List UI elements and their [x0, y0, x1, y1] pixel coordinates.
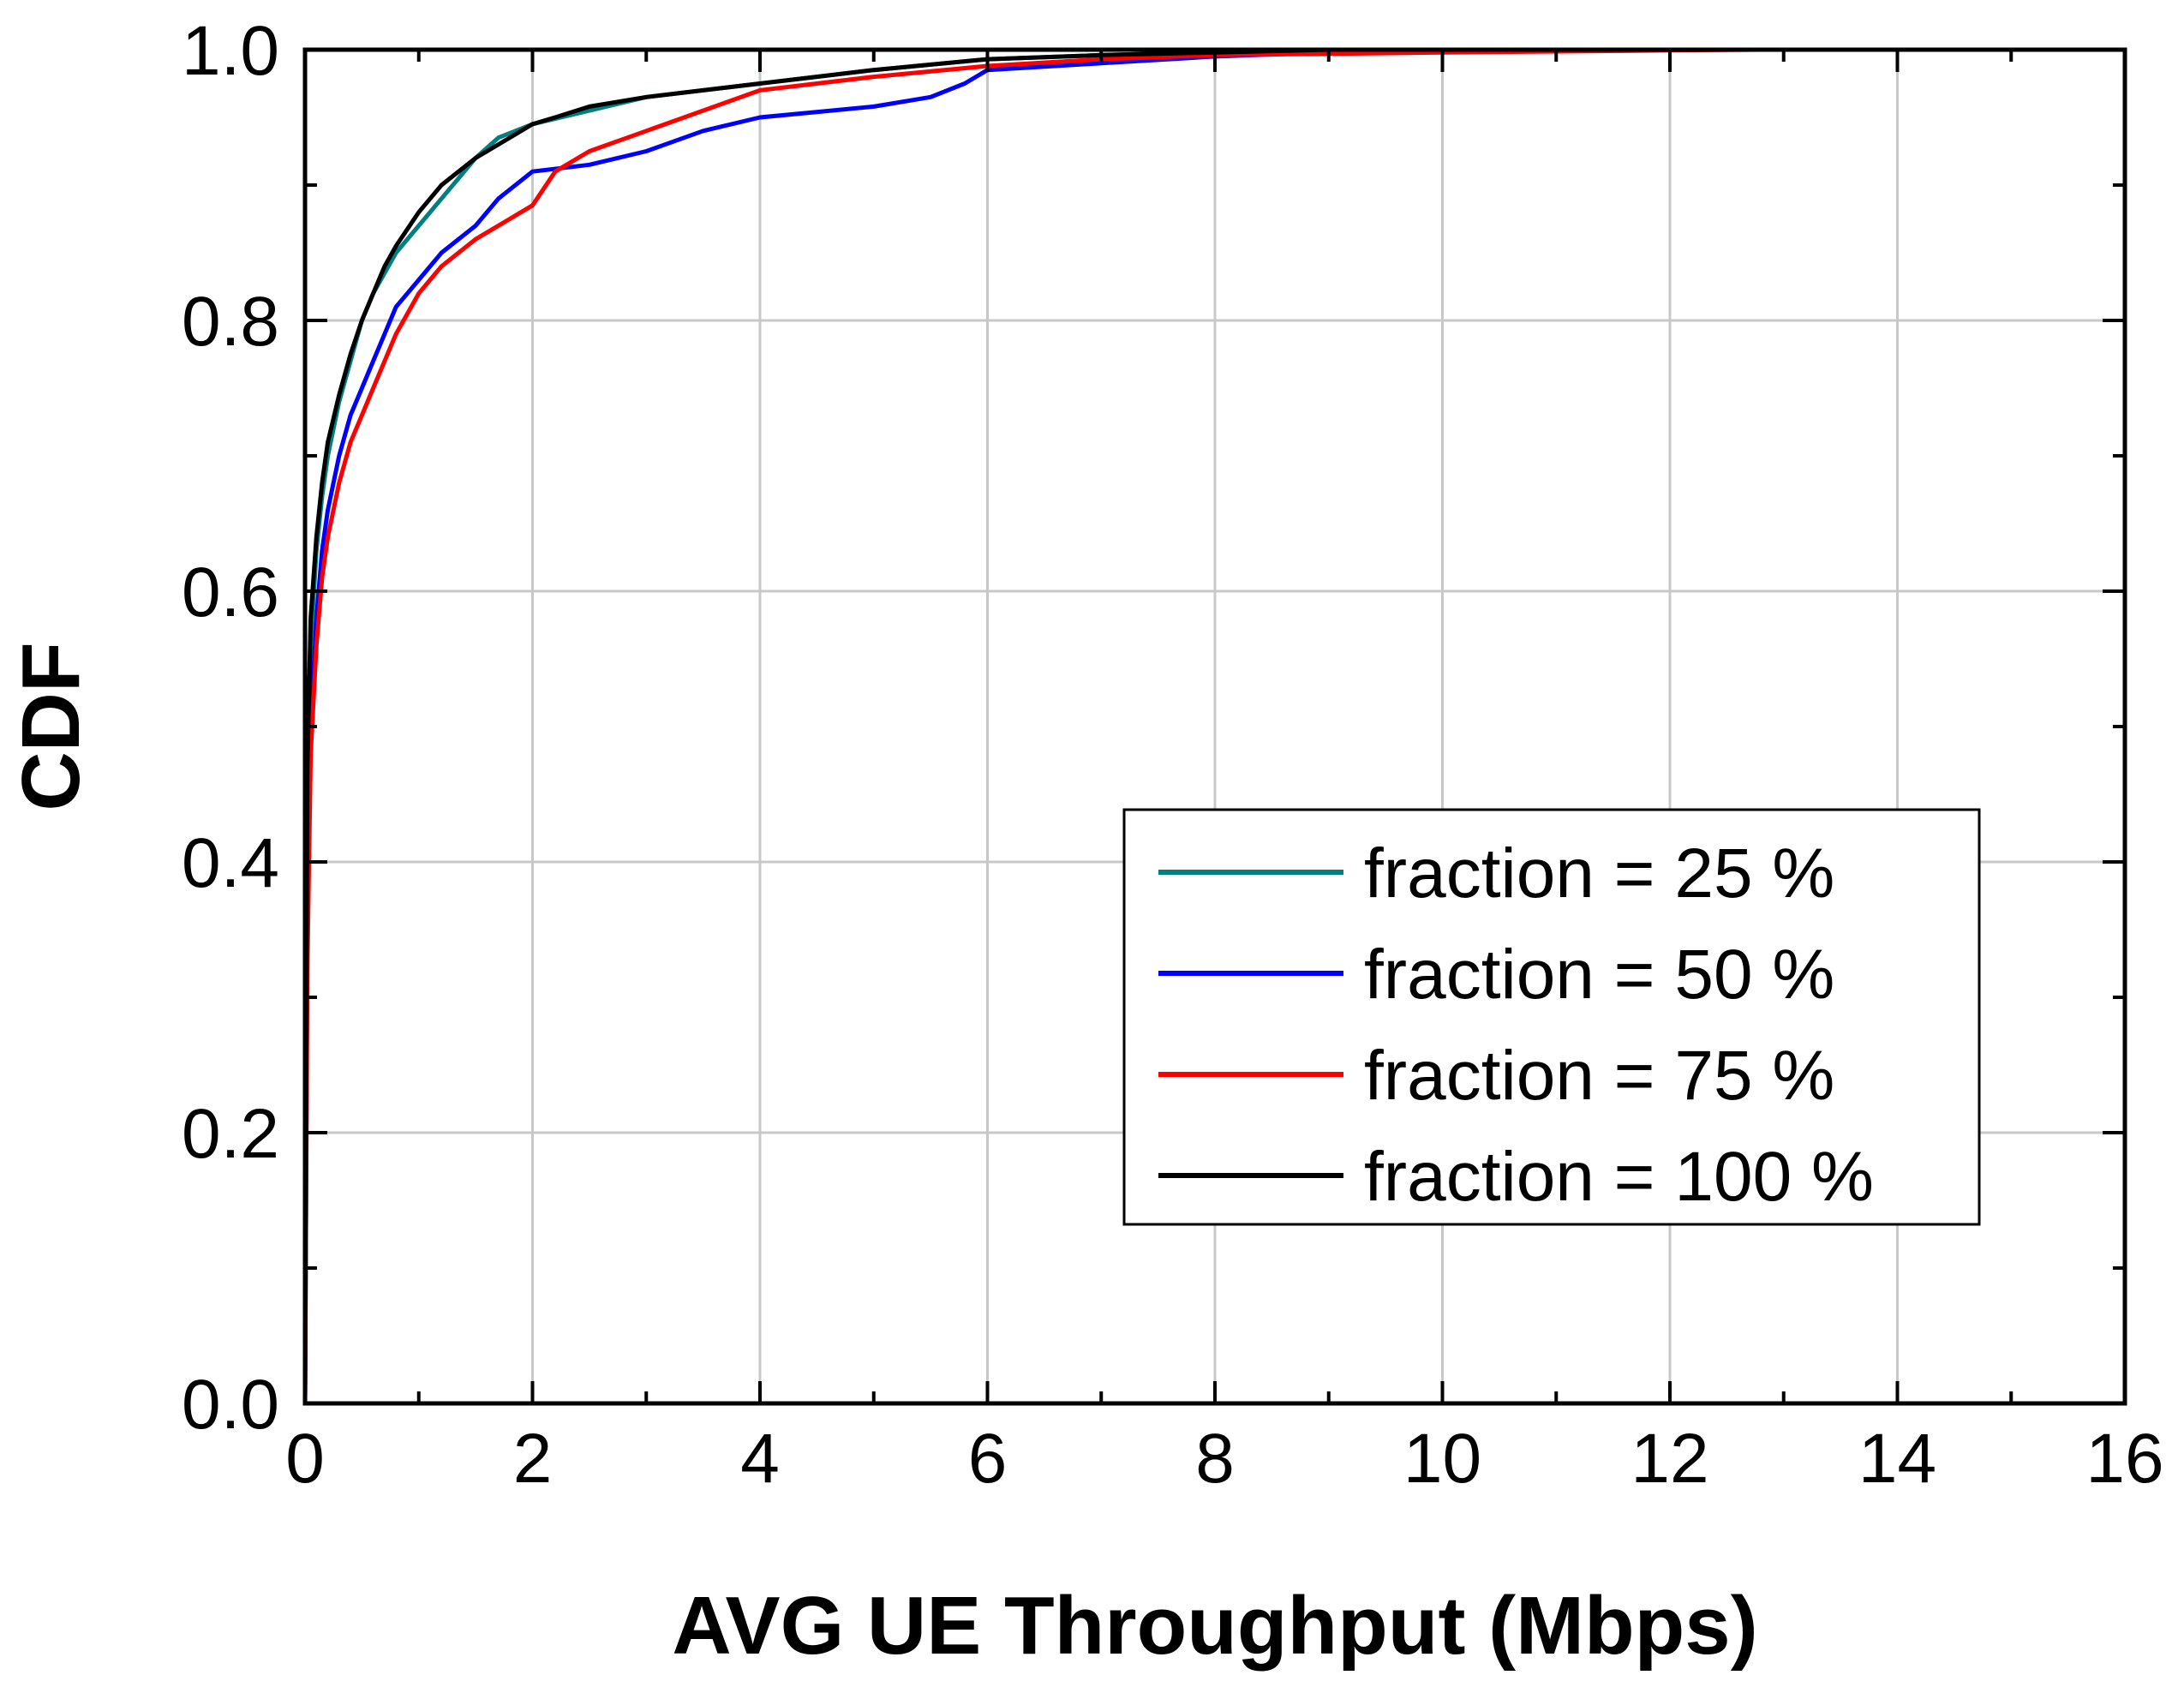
x-tick-label: 14	[1858, 1420, 1936, 1498]
legend-label-4: fraction = 100 %	[1364, 1138, 1874, 1216]
grid-lines	[305, 50, 2125, 1403]
legend-label-3: fraction = 75 %	[1364, 1037, 1834, 1115]
axis-ticks	[303, 48, 2127, 1405]
legend-label-1: fraction = 25 %	[1364, 835, 1834, 912]
y-tick-label: 0.8	[182, 283, 279, 361]
x-tick-label: 0	[285, 1420, 325, 1498]
x-tick-label: 2	[513, 1420, 553, 1498]
legend-entries: fraction = 25 % fraction = 50 % fraction =…	[1158, 835, 1874, 1216]
y-tick-label: 0.0	[182, 1366, 279, 1444]
y-tick-label: 0.4	[182, 824, 279, 902]
x-tick-label: 4	[740, 1420, 780, 1498]
legend-box	[1122, 808, 1981, 1226]
x-tick-label: 8	[1195, 1420, 1235, 1498]
x-tick-label: 12	[1631, 1420, 1708, 1498]
x-axis-title: AVG UE Throughput (Mbps)	[672, 1580, 1757, 1672]
y-tick-label: 0.2	[182, 1095, 279, 1173]
series-lines	[302, 47, 1763, 1406]
series-line-2	[302, 47, 1377, 1406]
legend-label-2: fraction = 50 %	[1364, 936, 1834, 1014]
legend: fraction = 25 % fraction = 50 % fraction =…	[1122, 808, 1981, 1226]
series-line-3	[302, 47, 1763, 1406]
y-tick-label: 0.6	[182, 553, 279, 631]
x-tick-label: 6	[968, 1420, 1008, 1498]
x-tick-label: 10	[1403, 1420, 1481, 1498]
y-tick-label: 1.0	[182, 12, 279, 90]
series-line-4	[302, 47, 1331, 1406]
x-tick-label: 16	[2085, 1420, 2163, 1498]
tick-labels: 0 2 4 6 8 10 12 14 16 0.0 0.2 0.4 0.6 0.8 1.0	[182, 12, 2164, 1498]
y-axis-title: CDF	[5, 642, 97, 811]
